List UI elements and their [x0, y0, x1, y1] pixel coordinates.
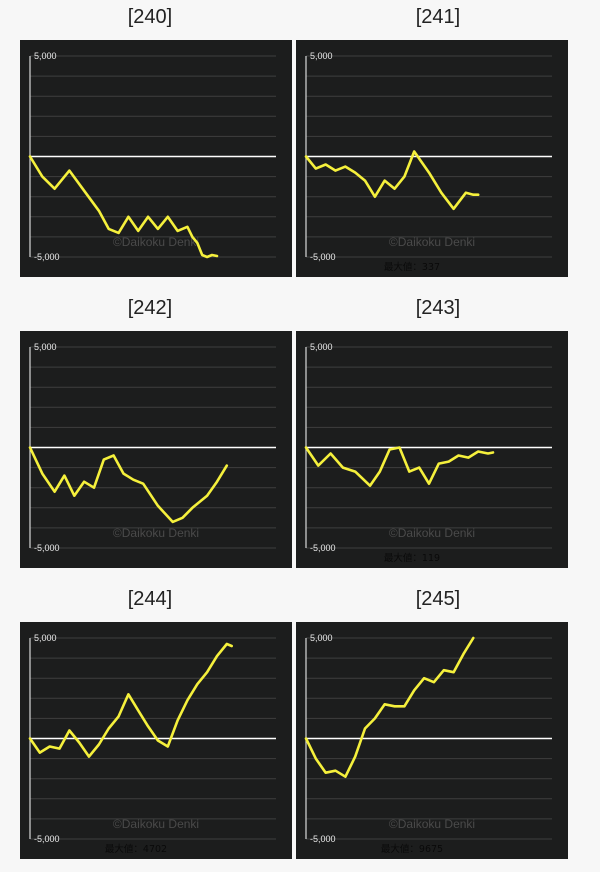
- chart-panel: 5,000 -5,000 ©Daikoku Denki 最大値：119: [296, 331, 568, 568]
- chart-cell-4: [244] 5,000 -5,000 ©Daikoku Denki 最大値：4702: [0, 582, 300, 872]
- chart-panel: 5,000 -5,000 ©Daikoku Denki: [20, 331, 292, 568]
- series-line: [28, 642, 233, 758]
- y-tick-label-min: -5,000: [34, 834, 60, 844]
- chart-svg: 5,000 -5,000 ©Daikoku Denki 最大値：9675: [304, 633, 552, 855]
- series-line: [304, 446, 495, 487]
- y-tick-label-max: 5,000: [34, 51, 57, 61]
- y-tick-label-max: 5,000: [34, 633, 57, 643]
- watermark: ©Daikoku Denki: [113, 235, 199, 249]
- chart-cell-0: [240] 5,000 -5,000 ©Daikoku Denki: [0, 0, 300, 290]
- watermark: ©Daikoku Denki: [113, 526, 199, 540]
- chart-cell-5: [245] 5,000 -5,000 ©Daikoku Denki 最大値：9675: [288, 582, 588, 872]
- chart-title: [240]: [127, 6, 173, 28]
- watermark: ©Daikoku Denki: [389, 526, 475, 540]
- y-tick-label-max: 5,000: [310, 633, 333, 643]
- series-line: [304, 150, 480, 211]
- chart-cell-3: [243] 5,000 -5,000 ©Daikoku Denki 最大値：119: [288, 291, 588, 581]
- chart-title: [242]: [127, 297, 173, 319]
- y-tick-label-min: -5,000: [310, 252, 336, 262]
- y-tick-label-max: 5,000: [34, 342, 57, 352]
- max-value-label: 最大値：337: [384, 261, 440, 273]
- chart-svg: 5,000 -5,000 ©Daikoku Denki: [28, 342, 276, 553]
- y-tick-label-min: -5,000: [310, 543, 336, 553]
- chart-title: [244]: [127, 588, 173, 610]
- chart-panel: 5,000 -5,000 ©Daikoku Denki: [20, 40, 292, 277]
- chart-panel: 5,000 -5,000 ©Daikoku Denki 最大値：4702: [20, 622, 292, 859]
- max-value-label: 最大値：119: [384, 552, 440, 564]
- chart-svg: 5,000 -5,000 ©Daikoku Denki 最大値：337: [304, 51, 552, 273]
- chart-panel: 5,000 -5,000 ©Daikoku Denki 最大値：337: [296, 40, 568, 277]
- max-value-label: 最大値：4702: [105, 843, 167, 855]
- y-tick-label-min: -5,000: [34, 543, 60, 553]
- y-tick-label-max: 5,000: [310, 51, 333, 61]
- watermark: ©Daikoku Denki: [113, 817, 199, 831]
- series-line: [28, 446, 229, 524]
- series-line: [304, 636, 475, 778]
- chart-panel: 5,000 -5,000 ©Daikoku Denki 最大値：9675: [296, 622, 568, 859]
- watermark: ©Daikoku Denki: [389, 235, 475, 249]
- watermark: ©Daikoku Denki: [389, 817, 475, 831]
- chart-cell-1: [241] 5,000 -5,000 ©Daikoku Denki 最大値：337: [288, 0, 588, 290]
- chart-svg: 5,000 -5,000 ©Daikoku Denki 最大値：4702: [28, 633, 276, 855]
- chart-svg: 5,000 -5,000 ©Daikoku Denki 最大値：119: [304, 342, 552, 564]
- series-line: [28, 155, 219, 259]
- max-value-label: 最大値：9675: [381, 843, 443, 855]
- y-tick-label-min: -5,000: [34, 252, 60, 262]
- y-tick-label-max: 5,000: [310, 342, 333, 352]
- chart-svg: 5,000 -5,000 ©Daikoku Denki: [28, 51, 276, 262]
- chart-title: [243]: [415, 297, 461, 319]
- chart-title: [241]: [415, 6, 461, 28]
- y-tick-label-min: -5,000: [310, 834, 336, 844]
- chart-cell-2: [242] 5,000 -5,000 ©Daikoku Denki: [0, 291, 300, 581]
- chart-title: [245]: [415, 588, 461, 610]
